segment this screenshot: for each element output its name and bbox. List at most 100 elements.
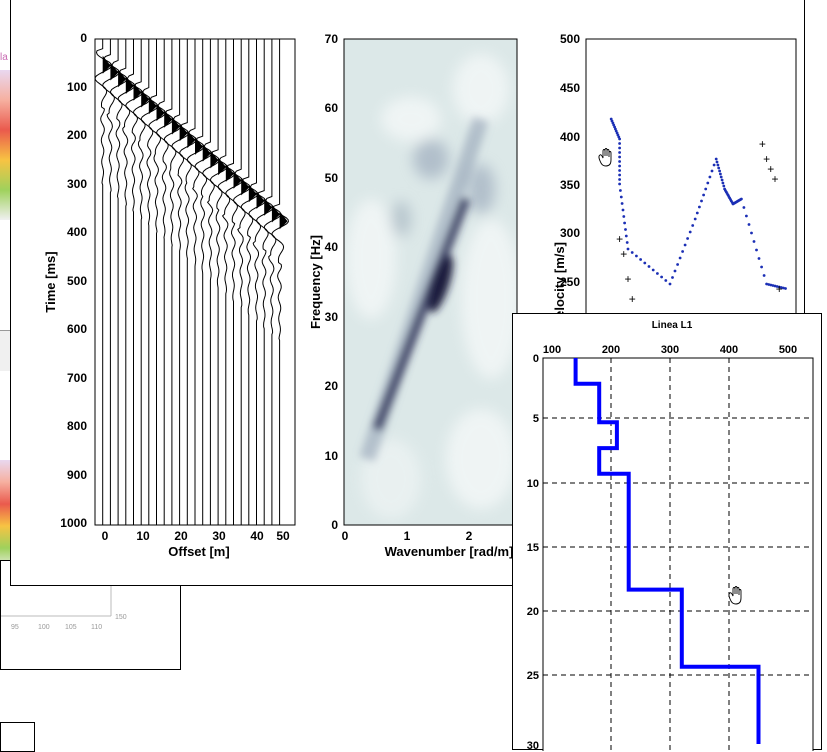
fk-axes: [343, 38, 518, 526]
dispersion-point: [745, 214, 748, 218]
dispersion-ylabel: e velocity [m/s]: [552, 242, 567, 336]
fk-ytick: 60: [325, 101, 339, 115]
dispersion-point: [668, 282, 672, 286]
dispersion-point: [702, 193, 705, 197]
dispersion-point: [714, 157, 718, 161]
seis-ytick: 900: [67, 468, 87, 482]
profile-ytick: 15: [527, 542, 539, 554]
dispersion-point: [624, 228, 627, 231]
seismic-trace: [102, 39, 120, 525]
hand-cursor-icon: [728, 586, 742, 605]
bg-tick: 110: [91, 624, 102, 631]
dispersion-point: [618, 182, 621, 186]
dispersion-point: [623, 221, 626, 225]
picked-point: +: [771, 172, 778, 186]
dispersion-point: [742, 206, 746, 209]
profile-xtick: 500: [779, 344, 797, 356]
seismic-trace: [140, 39, 158, 525]
dispersion-panel: 500 450 400 350 300 250 e velocity [m/s]…: [552, 32, 797, 340]
fk-heatmap: [346, 54, 517, 519]
dispersion-point: [693, 217, 697, 221]
profile-title: Linea L1: [652, 320, 693, 331]
seis-xtick: 40: [250, 529, 264, 543]
dispersion-point: [706, 181, 710, 185]
dispersion-point: [712, 163, 716, 167]
dispersion-point: [710, 169, 714, 173]
dispersion-point: [626, 247, 630, 251]
dispersion-point: [716, 163, 720, 167]
dispersion-point: [722, 184, 726, 188]
dispersion-axes: [585, 38, 797, 340]
dispersion-point: [624, 234, 628, 238]
profile-ytick: 20: [527, 606, 539, 618]
disp-ytick: 400: [560, 130, 580, 144]
seismogram-ylabel: Time [ms]: [43, 251, 58, 312]
seismogram-xticks: 0 10 20 30 40 50: [102, 529, 290, 543]
profile-xtick: 100: [543, 344, 561, 356]
fk-ytick: 30: [325, 310, 339, 324]
seis-xtick: 30: [212, 529, 226, 543]
seismic-trace: [194, 39, 213, 525]
dispersion-point: [700, 199, 703, 203]
dispersion-point: [619, 195, 623, 199]
dispersion-point: [671, 276, 674, 279]
dispersion-point: [619, 189, 622, 192]
fk-xticks: 0 1 2: [342, 529, 473, 543]
trace-arrival-fill: [279, 211, 288, 230]
profile-xtick: 400: [720, 344, 738, 356]
seis-xtick: 10: [136, 529, 150, 543]
dispersion-point: [620, 202, 624, 205]
seismic-trace: [240, 39, 259, 525]
fk-xtick: 2: [466, 529, 473, 543]
main-figure-svg: 0 100 200 300 400 500 600 700 800 900 10…: [43, 31, 797, 559]
profile-ytick: 5: [533, 413, 539, 425]
dispersion-point: [779, 286, 783, 289]
dispersion-point: [695, 211, 699, 215]
seismic-trace: [210, 39, 228, 525]
seismic-trace: [217, 39, 236, 525]
picked-point: +: [616, 232, 623, 246]
dispersion-point: [750, 231, 753, 235]
seis-ytick: 300: [67, 177, 87, 191]
seis-ytick: 500: [67, 274, 87, 288]
seismic-trace: [256, 39, 274, 525]
seismic-trace: [248, 39, 266, 525]
dispersion-point: [755, 248, 758, 252]
dispersion-point: [651, 268, 655, 272]
dispersion-yticks: 500 450 400 350 300 250: [560, 32, 580, 289]
dispersion-point: [704, 187, 708, 191]
dispersion-point: [698, 205, 701, 209]
dispersion-point: [625, 241, 629, 244]
dispersion-point: [760, 265, 763, 269]
seismic-trace: [94, 39, 113, 525]
profile-ytick: 25: [527, 670, 539, 682]
disp-ytick: 450: [560, 81, 580, 95]
seismogram-traces: [94, 39, 289, 525]
seismic-trace: [263, 39, 282, 525]
dispersion-point: [681, 250, 684, 253]
fk-ytick: 70: [325, 32, 339, 46]
velocity-profile-window: Linea L1 100 200 300 400 500 0 5 10 15 2…: [512, 313, 822, 751]
dispersion-point: [656, 272, 659, 275]
dispersion-point: [618, 173, 621, 177]
disp-ytick: 500: [560, 32, 580, 46]
seis-ytick: 0: [80, 31, 87, 45]
disp-ytick: 300: [560, 226, 580, 240]
dispersion-point: [630, 251, 634, 254]
dispersion-point: [622, 215, 626, 218]
seis-xtick: 0: [102, 529, 109, 543]
seismogram-yticks: 0 100 200 300 400 500 600 700 800 900 10…: [60, 31, 87, 530]
seis-ytick: 700: [67, 371, 87, 385]
seismic-trace: [225, 39, 243, 525]
dispersion-point: [688, 230, 692, 234]
seismogram-panel: 0 100 200 300 400 500 600 700 800 900 10…: [43, 31, 296, 559]
dispersion-point: [708, 175, 712, 179]
dispersion-point: [769, 283, 773, 287]
seismogram-xlabel: Offset [m]: [168, 544, 229, 559]
profile-ytick: 0: [533, 353, 539, 365]
dispersion-point: [765, 282, 768, 286]
dispersion-point: [618, 137, 621, 141]
fk-xtick: 1: [404, 529, 411, 543]
fk-ytick: 10: [325, 449, 339, 463]
seismic-trace: [186, 39, 205, 525]
